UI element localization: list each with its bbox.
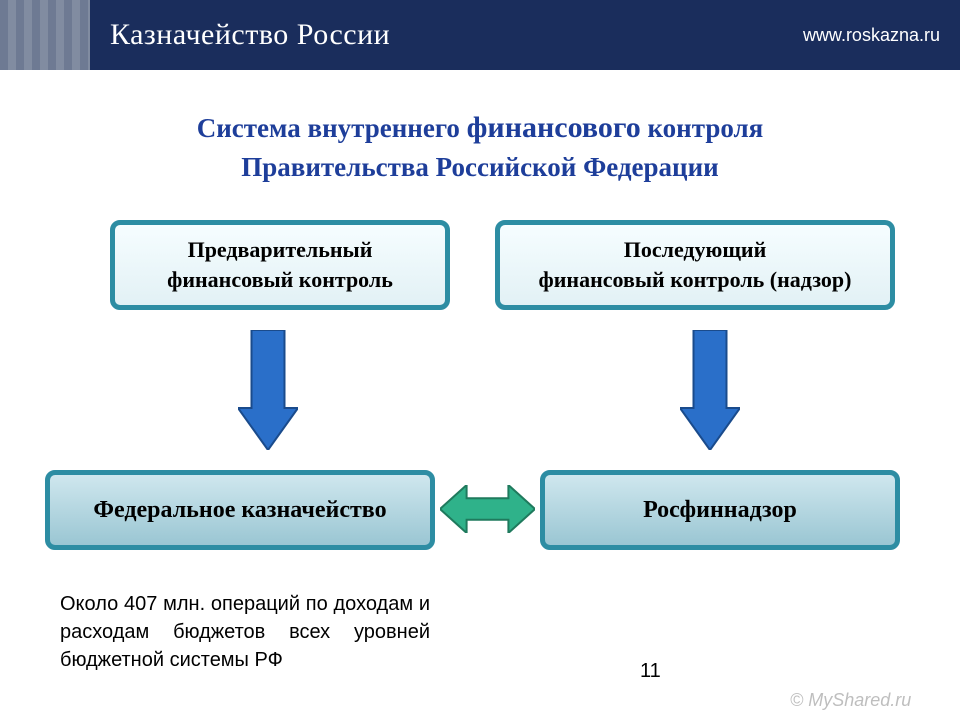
node-label: Предварительный финансовый контроль [167,235,393,294]
diagram-canvas: Система внутреннего финансового контроля… [0,70,960,720]
header-left: Казначейство России [0,0,390,70]
site-url: www.roskazna.ru [803,25,940,46]
node-rosfin: Росфиннадзор [540,470,900,550]
node-label: Федеральное казначейство [93,494,386,526]
caption-text: Около 407 млн. операций по доходам и рас… [60,590,430,674]
watermark: © MyShared.ru [790,690,911,711]
arrow-double-horizontal [440,485,535,533]
node-label: Последующий финансовый контроль (надзор) [539,235,852,294]
page-number: 11 [640,660,661,683]
logo-image [0,0,90,70]
header-bar: Казначейство России www.roskazna.ru [0,0,960,70]
node-label: Росфиннадзор [643,494,797,526]
arrow-down-left [238,330,298,450]
node-federal-treasury: Федеральное казначейство [45,470,435,550]
node-subsequent-control: Последующий финансовый контроль (надзор) [495,220,895,310]
slide-title: Система внутреннего финансового контроля… [0,108,960,185]
node-preliminary-control: Предварительный финансовый контроль [110,220,450,310]
org-name: Казначейство России [110,18,390,52]
arrow-down-right [680,330,740,450]
